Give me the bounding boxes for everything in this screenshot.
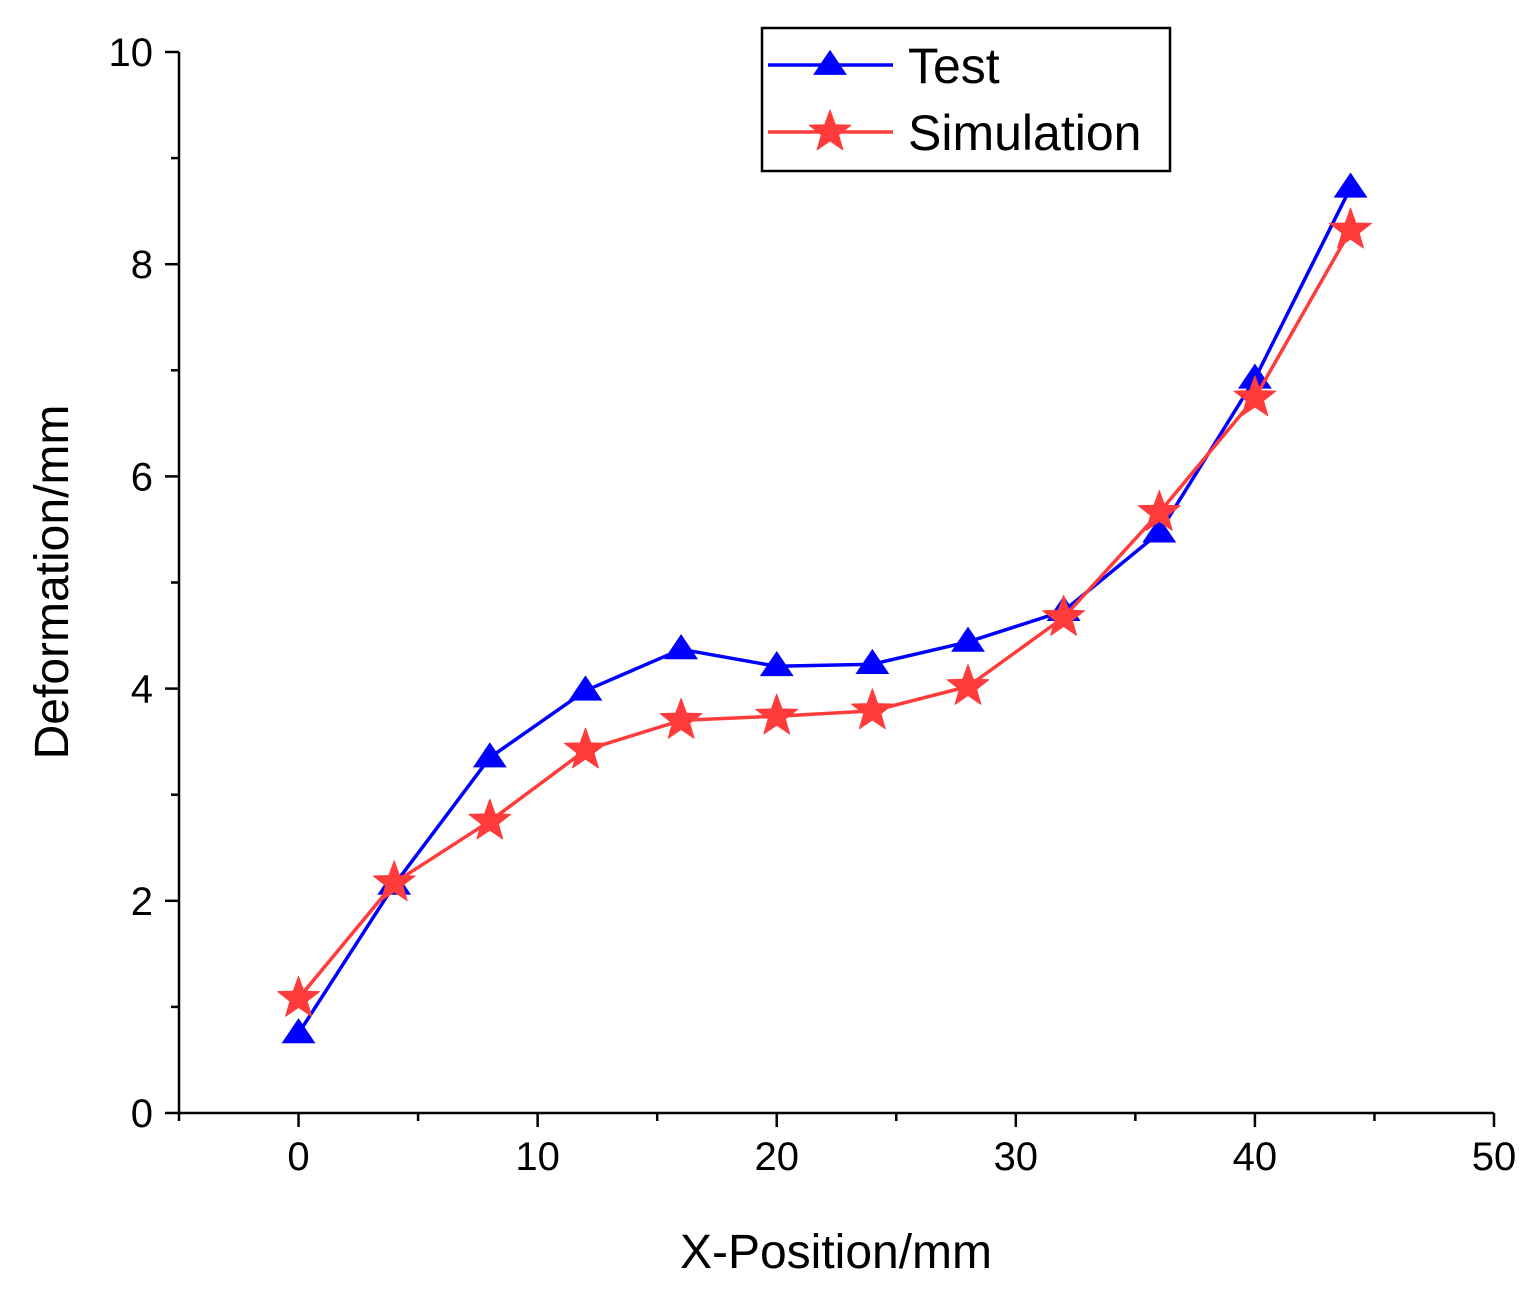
legend-marker-test xyxy=(813,49,847,75)
series-layer xyxy=(277,172,1372,1044)
y-axis-title: Deformation/mm xyxy=(26,405,79,760)
x-axis-title: X-Position/mm xyxy=(680,1226,992,1279)
x-tick-label: 20 xyxy=(754,1135,799,1179)
x-tick-label: 40 xyxy=(1233,1135,1278,1179)
data-point-simulation xyxy=(1329,207,1372,249)
data-point-test xyxy=(855,648,890,675)
data-point-test xyxy=(472,742,507,768)
data-point-simulation xyxy=(1042,595,1086,636)
data-point-simulation xyxy=(372,860,416,902)
x-tick-label: 50 xyxy=(1472,1135,1517,1179)
legend-label-test: Test xyxy=(908,38,1000,94)
y-tick-label: 0 xyxy=(131,1092,153,1136)
data-point-simulation xyxy=(1137,490,1181,531)
data-point-simulation xyxy=(659,697,703,739)
data-point-simulation xyxy=(277,975,320,1017)
x-tick-label: 0 xyxy=(287,1135,309,1179)
data-point-test xyxy=(568,675,603,701)
data-point-test xyxy=(759,651,794,677)
data-point-simulation xyxy=(946,664,990,705)
data-point-test xyxy=(1142,517,1177,543)
x-tick-label: 30 xyxy=(994,1135,1039,1179)
legend-label-simulation: Simulation xyxy=(908,105,1141,161)
y-tick-label: 2 xyxy=(131,880,153,924)
x-tick-label: 10 xyxy=(515,1135,560,1179)
series-line-test xyxy=(297,187,1353,1035)
data-point-simulation xyxy=(468,798,512,840)
data-point-simulation xyxy=(755,693,799,735)
data-point-simulation xyxy=(850,688,894,730)
data-point-simulation xyxy=(564,727,607,769)
y-tick-label: 10 xyxy=(109,31,154,75)
data-point-test xyxy=(951,626,985,652)
y-tick-label: 4 xyxy=(131,668,153,712)
axes: 0 10 20 30 40 50 0 2 4 6 8 10 xyxy=(109,31,1517,1179)
y-tick-label: 8 xyxy=(131,243,153,287)
series-line-simulation xyxy=(297,229,1353,1000)
series-simulation xyxy=(277,207,1372,1017)
series-test xyxy=(281,172,1368,1044)
data-point-test xyxy=(281,1018,316,1044)
y-tick-label: 6 xyxy=(131,455,153,499)
legend: Test Simulation xyxy=(760,26,1172,173)
legend-marker-simulation xyxy=(808,109,852,151)
data-point-simulation xyxy=(1233,375,1277,417)
data-point-test xyxy=(1333,172,1368,198)
data-point-test xyxy=(664,634,699,660)
